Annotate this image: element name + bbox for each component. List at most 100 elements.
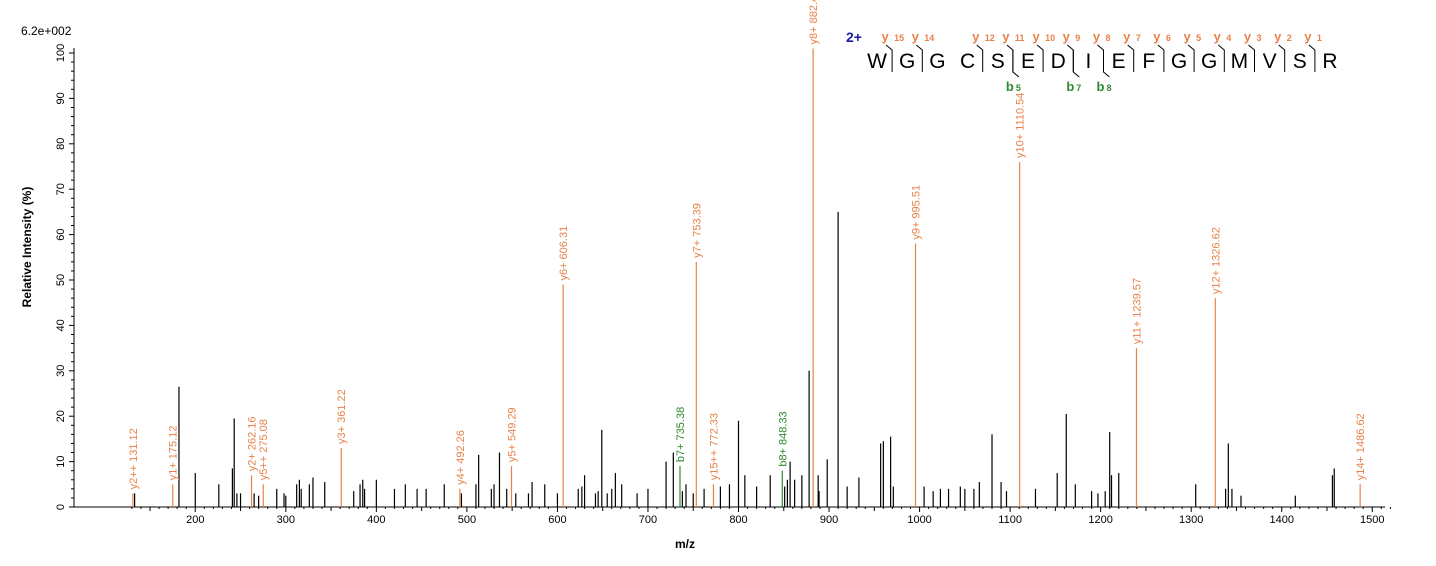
y-tick-label: 10 [55,455,67,467]
peak-label: y6+ 606.31 [558,226,570,281]
b-ion-bracket [1103,50,1110,78]
peak-label: y9+ 995.51 [911,185,923,240]
charge-state: 2+ [846,29,862,45]
y-ion-number: 4 [1226,33,1231,43]
peak-label: y4+ 492.26 [455,430,467,485]
y-ion-number: 7 [1136,33,1141,43]
y-ion-label: y [1153,29,1161,44]
peak-label: y3+ 361.22 [336,389,348,444]
sequence-residue: M [1231,50,1249,73]
y-ion-bracket [1036,44,1044,72]
b-ion-number: 5 [1016,83,1021,93]
y-ion-number: 15 [894,33,904,43]
y-ion-label: y [1274,29,1282,44]
sequence-residue: G [899,50,915,73]
y-ion-bracket [885,44,893,72]
sequence-residue: S [1293,50,1307,73]
sequence-residue: V [1263,50,1277,73]
y-ion-number: 6 [1166,33,1171,43]
y-ion-bracket [1217,44,1225,72]
peak-label: y1+ 175.12 [168,426,180,481]
b-ion-label: b [1066,79,1074,94]
y-tick-label: 50 [55,274,67,286]
x-tick-label: 1500 [1360,514,1384,526]
scale-label: 6.2e+002 [21,24,72,38]
b-ion-label: b [1006,79,1014,94]
x-tick-label: 600 [548,514,566,526]
peak-label: y5+ 549.29 [507,407,519,462]
y-ion-label: y [1063,29,1071,44]
b-ion-number: 7 [1076,83,1081,93]
y-ion-number: 5 [1196,33,1201,43]
y-ion-number: 12 [985,33,995,43]
y-ion-number: 14 [924,33,934,43]
y-ion-label: y [1002,29,1010,44]
y-tick-label: 60 [55,228,67,240]
y-ion-bracket [1157,44,1165,72]
x-axis-title: m/z [675,537,695,551]
y-tick-label: 70 [55,183,67,195]
axes [73,48,1385,508]
peak-label: y10+ 1110.54 [1015,93,1027,158]
y-ion-number: 10 [1045,33,1055,43]
peak-label: y7+ 753.39 [691,203,703,258]
y-ion-number: 8 [1106,33,1111,43]
y-ion-label: y [1093,29,1101,44]
peak-label: y5++ 275.08 [258,419,270,480]
sequence-residue: D [1051,50,1066,73]
sequence-residue: W [867,50,887,73]
y-tick-label: 40 [55,319,67,331]
peak-label: y12+ 1326.62 [1210,227,1222,294]
b-ion-bracket [1072,50,1080,78]
x-tick-label: 900 [820,514,838,526]
y-tick-label: 20 [55,410,67,422]
y-ion-bracket [1127,44,1135,72]
y-ion-bracket [1006,44,1014,72]
y-ion-label: y [912,29,920,44]
y-tick-label: 80 [55,138,67,150]
x-tick-label: 400 [367,514,385,526]
x-tick-label: 200 [186,514,204,526]
sequence-residue: C [960,50,975,73]
b-ion-label: b [1097,79,1105,94]
sequence-residue: I [1085,50,1091,73]
y-ion-number: 11 [1015,33,1025,43]
y-ion-bracket [1066,44,1074,72]
y-ion-label: y [1123,29,1131,44]
y-ion-label: y [972,29,980,44]
sequence-residue: F [1142,50,1155,73]
y-ion-label: y [1244,29,1252,44]
sequence-annotation: 2+W G G C S E D I E F G G M V S Ry 15 y 14 y 12 y 11 y 10 y 9 y 8 y 7 y… [846,29,1338,94]
y-tick-label: 100 [55,44,67,62]
peak-labels: y2++ 131.12 y1+ 175.12 y2+ 262.16 y5++ 275.… [128,0,1367,489]
y-ion-number: 3 [1257,33,1262,43]
sequence-residue: E [1021,50,1035,73]
peak-label: b8+ 848.33 [777,411,789,466]
peak-label: y2+ 262.16 [247,416,259,471]
y-tick-label: 90 [55,92,67,104]
x-tick-label: 1300 [1179,514,1203,526]
y-ion-bracket [1187,44,1195,72]
y-ion-bracket [915,44,923,72]
y-ion-bracket [1308,44,1316,72]
x-tick-label: 300 [277,514,295,526]
ticks: 200 300 400 500 600 700 800 900 1000 1100 1200 1300… [55,44,1391,526]
sequence-residue: G [929,50,945,73]
sequence-residue: S [991,50,1005,73]
x-tick-label: 1400 [1269,514,1293,526]
x-tick-label: 500 [458,514,476,526]
peak-label: y14+ 1486.62 [1355,413,1367,480]
y-ion-bracket [1278,44,1286,72]
x-tick-label: 700 [639,514,657,526]
sequence-residue: E [1112,50,1126,73]
x-tick-label: 800 [729,514,747,526]
peak-label: y15++ 772.33 [708,413,720,480]
sequence-residue: R [1322,50,1337,73]
peak-label: y8+ 882.43 [808,0,820,44]
y-ion-label: y [1304,29,1312,44]
y-axis-title: Relative Intensity (%) [20,187,34,308]
b-ion-bracket [1012,50,1020,78]
y-ion-bracket [976,44,984,72]
peak-label: y11+ 1239.57 [1131,278,1143,344]
peak-label: y2++ 131.12 [128,428,140,489]
